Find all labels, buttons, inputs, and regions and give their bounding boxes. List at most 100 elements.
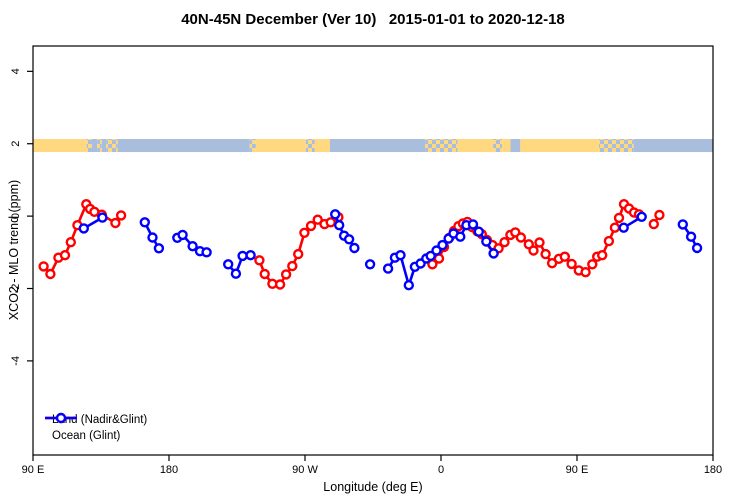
ocean-data-point [395, 249, 406, 261]
land-data-point [65, 236, 77, 248]
ocean-data-point [473, 226, 484, 237]
land-data-point [546, 258, 558, 269]
ocean-data-point [636, 211, 647, 223]
map-band-segment [305, 139, 315, 153]
x-tick-label: 90 W [292, 464, 318, 476]
land-data-point [299, 227, 310, 239]
legend-label-ocean: Ocean (Glint) [52, 430, 121, 442]
map-band-segment [493, 139, 503, 153]
map-band-segment [117, 139, 250, 153]
map-band-segment [329, 139, 426, 153]
ocean-data-point [685, 231, 697, 242]
land-data-point [566, 258, 577, 270]
land-data-point [559, 251, 570, 262]
x-tick-label: 90 E [566, 464, 589, 476]
land-data-point [287, 260, 298, 272]
land-data-point [325, 217, 336, 228]
ocean-data-point [334, 219, 345, 231]
land-data-point [648, 218, 659, 230]
ocean-data-point [147, 232, 158, 243]
map-band-segment [502, 139, 511, 153]
map-band-segment [86, 139, 92, 153]
ocean-data-point [488, 248, 499, 259]
map-band-segment [255, 139, 306, 153]
ocean-data-point [467, 219, 479, 230]
ocean-data-point [677, 219, 688, 230]
land-data-point [45, 268, 56, 280]
map-band-segment [520, 139, 599, 153]
ocean-data-point [364, 259, 376, 270]
ocean-data-point [187, 240, 198, 252]
x-tick-label: 0 [438, 464, 444, 476]
land-data-point [654, 209, 665, 221]
ocean-data-point [437, 239, 448, 251]
land-data-point [613, 212, 625, 224]
ocean-data-point [330, 209, 341, 220]
legend: Land (Nadir&Glint) Ocean (Glint) [44, 412, 147, 444]
ocean-data-point [237, 250, 248, 262]
map-band-segment [106, 139, 118, 153]
map-band-segment [97, 139, 102, 153]
ocean-data-point [618, 222, 629, 233]
y-axis-label: XCO2 - MLO trend (ppm) [7, 179, 21, 321]
land-data-point [534, 237, 545, 248]
land-data-point [603, 235, 615, 247]
x-axis-label: Longitude (deg E) [323, 480, 423, 494]
map-band-segment [91, 139, 98, 153]
ocean-series-swatch-icon [45, 412, 77, 424]
ocean-data-point [78, 223, 90, 234]
ocean-data-point [481, 236, 492, 247]
y-tick-label: -4 [10, 356, 22, 366]
land-data-point [293, 248, 304, 260]
land-data-point [274, 279, 286, 290]
ocean-data-point [230, 268, 242, 279]
ocean-data-point [245, 249, 256, 261]
ocean-data-point [201, 247, 212, 258]
x-tick-label: 90 E [22, 464, 45, 476]
ocean-data-point [403, 280, 414, 291]
land-data-point [540, 248, 551, 260]
map-band-segment [314, 139, 330, 153]
ocean-data-point [177, 229, 188, 241]
y-tick-label: 4 [10, 68, 22, 74]
map-band-segment [249, 139, 256, 153]
y-tick-label: 0 [10, 213, 22, 219]
map-band-segment [101, 139, 107, 153]
land-data-point [59, 249, 71, 261]
ocean-data-point [153, 243, 165, 254]
land-data-point [115, 210, 127, 221]
ocean-data-point [343, 234, 355, 245]
ocean-data-point [431, 245, 442, 256]
plot-border [32, 45, 714, 456]
y-tick-label: 2 [10, 141, 22, 147]
x-tick-label: 180 [160, 464, 178, 476]
y-tick-label: -2 [10, 284, 22, 294]
ocean-data-point [97, 212, 108, 223]
ocean-data-point [691, 242, 703, 254]
land-data-point [433, 253, 445, 264]
land-data-point [587, 259, 598, 270]
map-band-segment [33, 139, 87, 153]
land-data-point [528, 245, 539, 256]
map-band-segment [457, 139, 494, 153]
land-series-line [42, 202, 123, 276]
land-data-point [110, 217, 121, 229]
land-data-point [305, 220, 317, 232]
land-data-point [597, 249, 608, 261]
land-data-point [312, 214, 323, 225]
land-data-point [280, 269, 292, 280]
legend-item-ocean: Ocean (Glint) [44, 412, 147, 444]
ocean-data-point [382, 263, 394, 274]
land-data-point [38, 261, 49, 272]
map-band-segment [510, 139, 521, 153]
x-tick-label: 180 [704, 464, 722, 476]
land-data-point [609, 222, 621, 233]
land-data-point [515, 232, 527, 243]
map-band-segment [598, 139, 634, 153]
land-data-point [499, 236, 510, 248]
map-band-segment [425, 139, 458, 153]
ocean-data-point [349, 242, 360, 254]
ocean-data-point [222, 259, 234, 270]
